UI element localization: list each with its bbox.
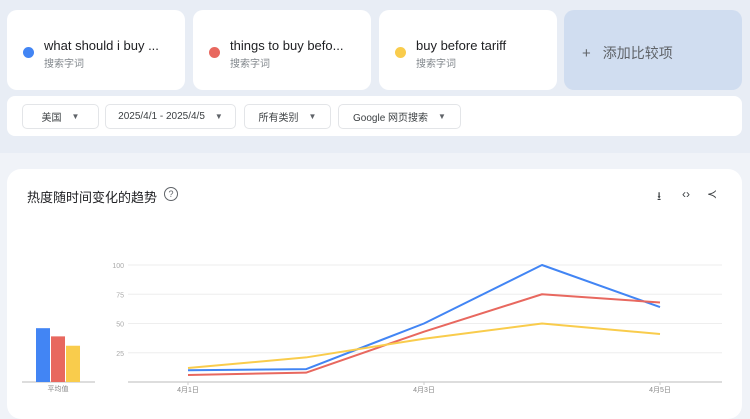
share-icon[interactable]: ≺ xyxy=(707,187,718,201)
y-tick-label: 25 xyxy=(116,351,124,358)
series-line xyxy=(187,322,661,369)
category-select[interactable]: 所有类别 ▼ xyxy=(244,104,331,129)
filter-bar: 美国 ▼ 2025/4/1 - 2025/4/5 ▼ 所有类别 ▼ Google 网页… xyxy=(7,96,742,136)
series-dot-blue xyxy=(23,47,34,58)
category-value: 所有类别 xyxy=(258,113,299,124)
average-label: 平均值 xyxy=(48,384,69,393)
average-bar xyxy=(36,328,50,382)
embed-code-icon[interactable]: ‹› xyxy=(682,187,690,201)
help-icon[interactable]: ? xyxy=(164,187,178,201)
region-value: 美国 xyxy=(41,113,62,124)
term-name: buy before tariff xyxy=(416,38,507,53)
plus-icon: + xyxy=(582,45,591,62)
term-name: what should i buy ... xyxy=(44,38,159,53)
y-tick-label: 50 xyxy=(116,322,124,329)
series-dot-yellow xyxy=(395,47,406,58)
y-tick-label: 75 xyxy=(116,292,124,299)
add-comparison-label: 添加比较项 xyxy=(602,45,673,61)
term-card-1[interactable]: what should i buy ... 搜索字词 xyxy=(7,10,185,90)
average-bar xyxy=(66,345,80,382)
caret-down-icon: ▼ xyxy=(308,112,317,121)
term-sub: 搜索字词 xyxy=(230,59,270,70)
series-line xyxy=(187,264,661,372)
term-name: things to buy befo... xyxy=(230,38,344,53)
date-select[interactable]: 2025/4/1 - 2025/4/5 ▼ xyxy=(105,104,236,129)
y-tick-label: 100 xyxy=(112,263,124,270)
average-bar xyxy=(51,336,65,382)
trend-chart: 25 50 75 100 4月1日 4月3日 4月5日 平均值 xyxy=(22,263,722,394)
series-line xyxy=(187,293,661,376)
series-dot-red xyxy=(209,47,220,58)
add-comparison-button[interactable]: + 添加比较项 xyxy=(564,10,742,90)
x-tick-label: 4月5日 xyxy=(649,386,671,394)
download-icon[interactable]: ⭳ xyxy=(657,189,662,203)
x-tick-label: 4月3日 xyxy=(413,386,435,394)
term-sub: 搜索字词 xyxy=(416,59,456,70)
term-card-3[interactable]: buy before tariff 搜索字词 xyxy=(379,10,557,90)
source-select[interactable]: Google 网页搜索 ▼ xyxy=(338,104,461,129)
region-select[interactable]: 美国 ▼ xyxy=(22,104,99,129)
date-value: 2025/4/1 - 2025/4/5 xyxy=(118,111,205,122)
term-card-2[interactable]: things to buy befo... 搜索字词 xyxy=(193,10,371,90)
caret-down-icon: ▼ xyxy=(438,112,446,121)
caret-down-icon: ▼ xyxy=(214,112,223,121)
term-sub: 搜索字词 xyxy=(44,59,84,70)
card-title: 热度随时间变化的趋势 xyxy=(27,190,158,205)
caret-down-icon: ▼ xyxy=(71,112,80,121)
source-value: Google 网页搜索 xyxy=(353,113,429,124)
x-tick-label: 4月1日 xyxy=(177,386,199,394)
